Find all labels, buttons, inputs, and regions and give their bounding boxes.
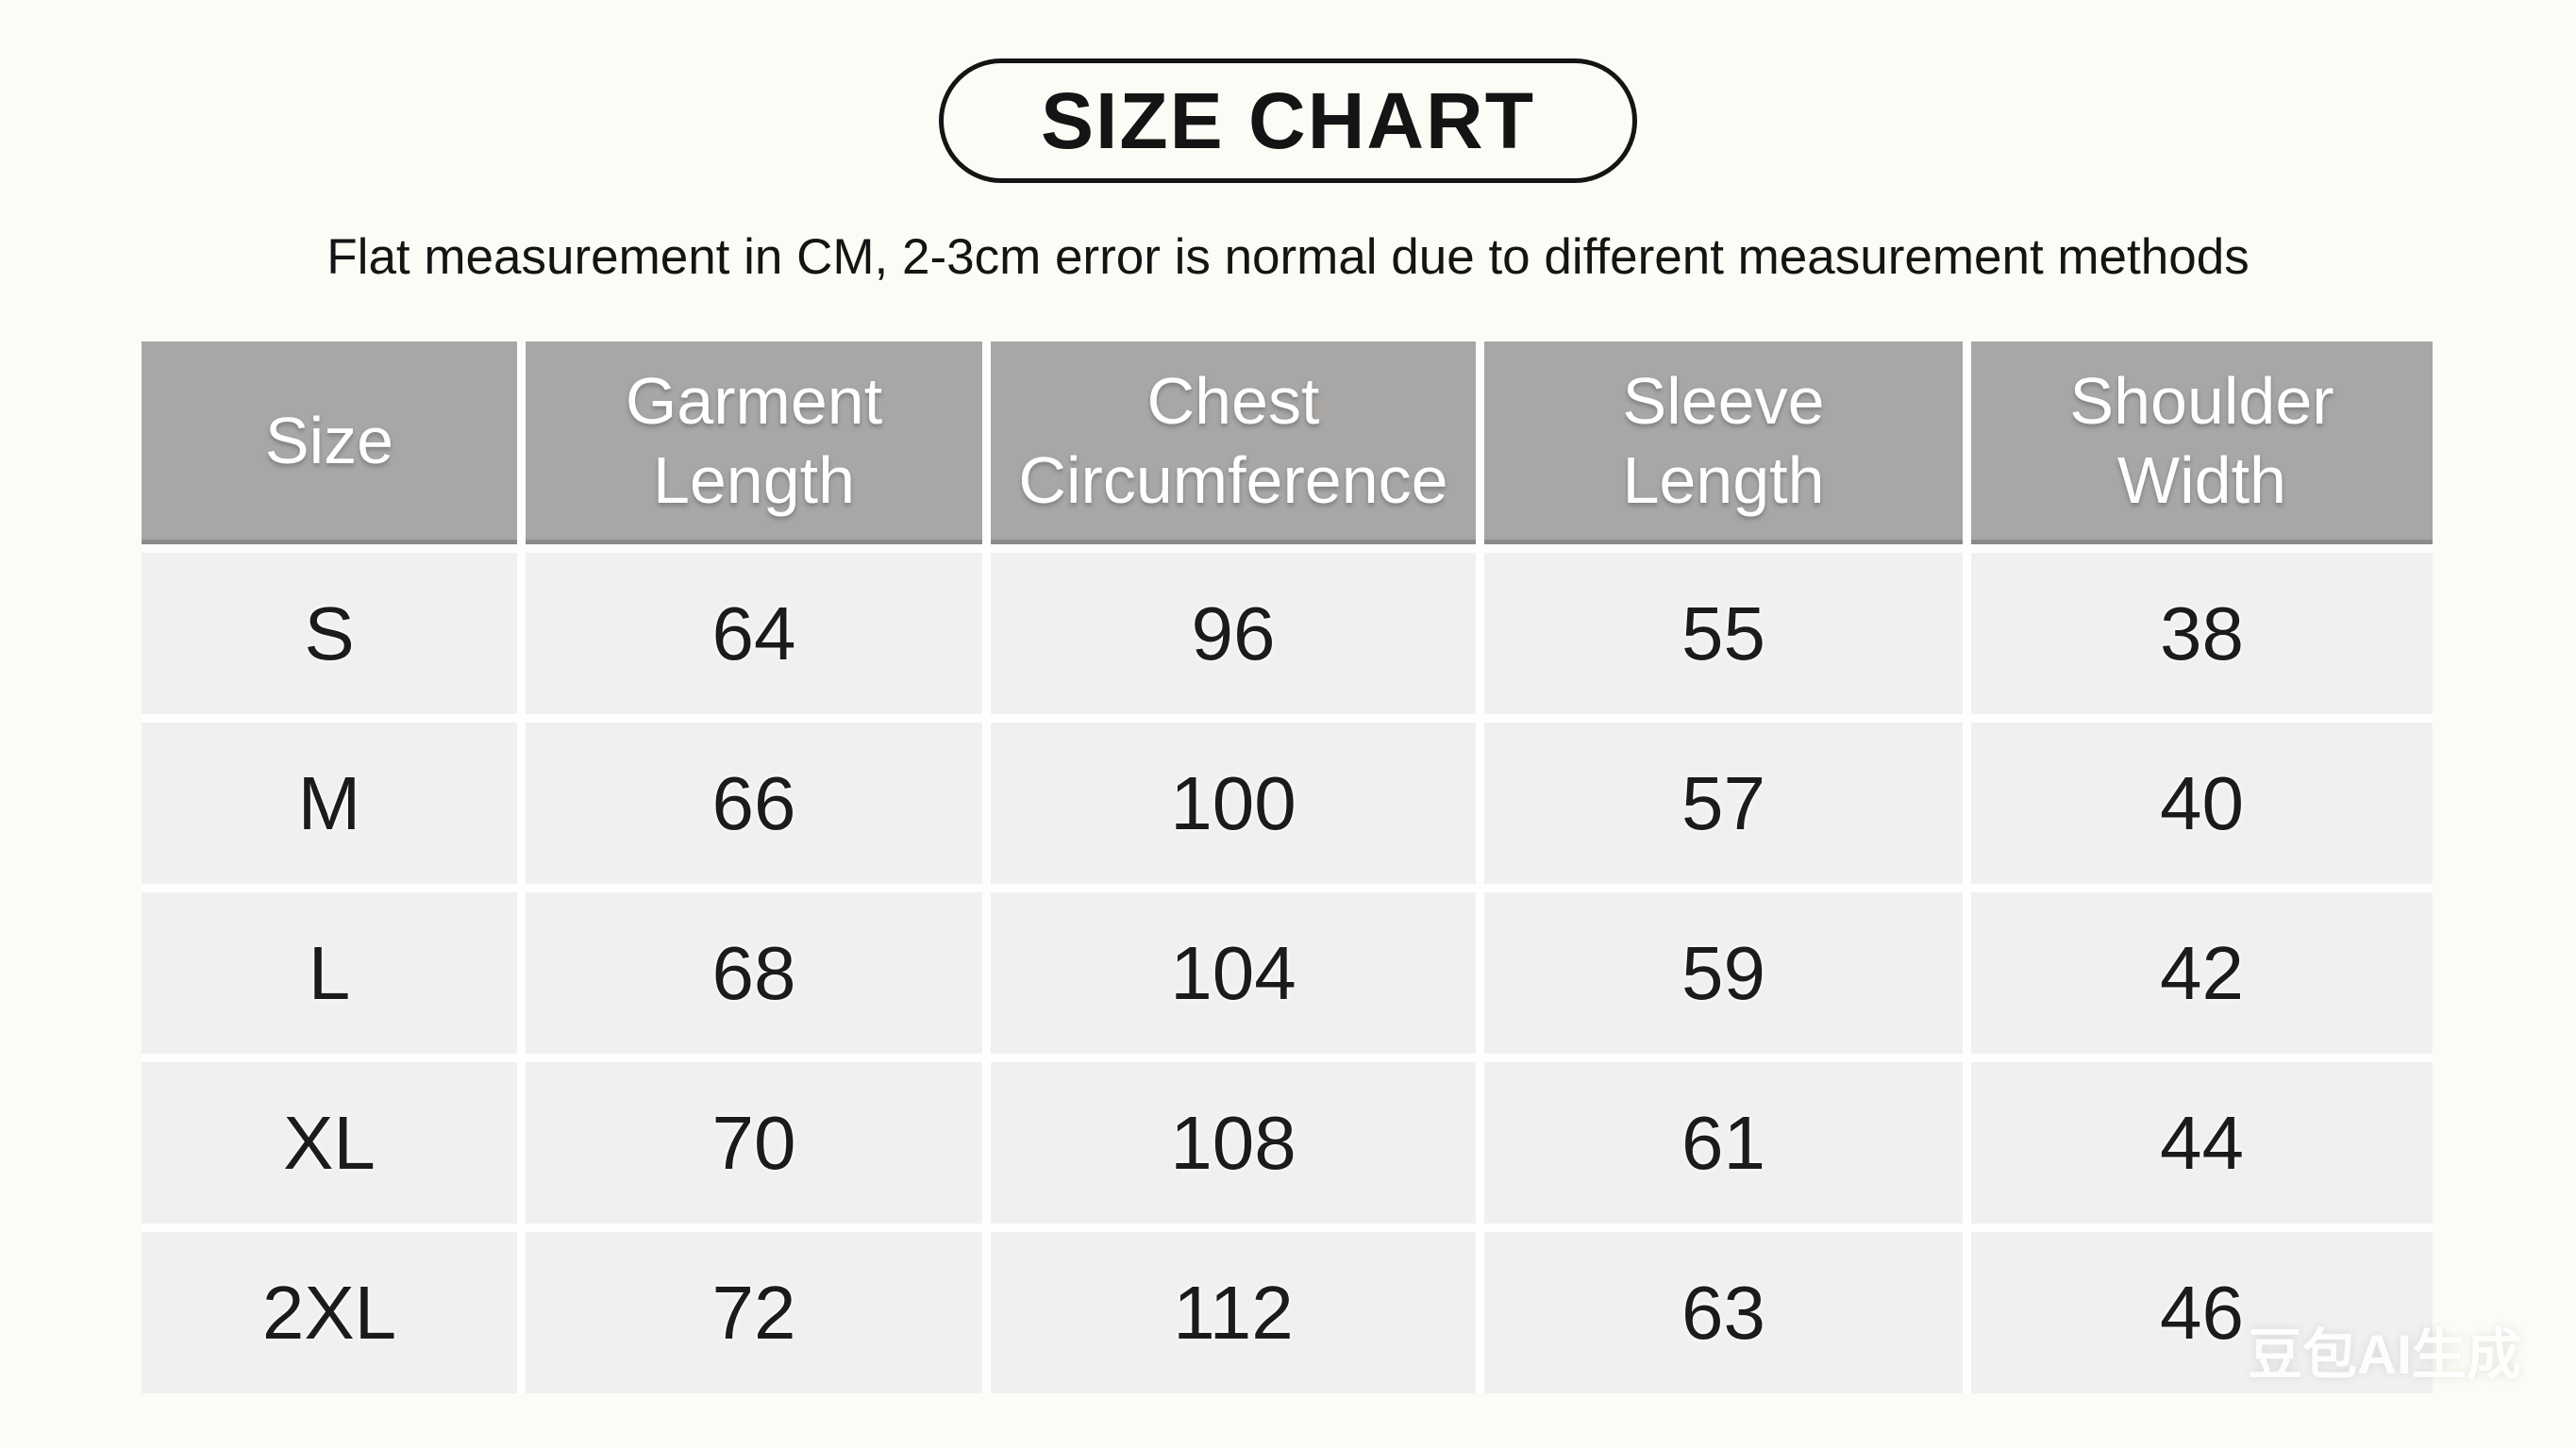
value-cell: 70 bbox=[526, 1062, 982, 1223]
header-cell: Sleeve Length bbox=[1484, 341, 1963, 544]
value-cell: 112 bbox=[991, 1232, 1476, 1393]
value-cell: 72 bbox=[526, 1232, 982, 1393]
page-subtitle: Flat measurement in CM, 2-3cm error is n… bbox=[326, 229, 2250, 285]
value-cell: 100 bbox=[991, 723, 1476, 884]
value-cell: 61 bbox=[1484, 1062, 1963, 1223]
header-cell: Size bbox=[142, 341, 517, 544]
header-cell: Shoulder Width bbox=[1971, 341, 2433, 544]
value-cell: 96 bbox=[991, 553, 1476, 714]
value-cell: 44 bbox=[1971, 1062, 2433, 1223]
value-cell: 57 bbox=[1484, 723, 1963, 884]
size-cell: XL bbox=[142, 1062, 517, 1223]
value-cell: 46 bbox=[1971, 1232, 2433, 1393]
watermark-text: 豆包AI生成 bbox=[2247, 1324, 2521, 1386]
value-cell: 40 bbox=[1971, 723, 2433, 884]
value-cell: 42 bbox=[1971, 892, 2433, 1054]
size-cell: S bbox=[142, 553, 517, 714]
header-cell: Garment Length bbox=[526, 341, 982, 544]
value-cell: 38 bbox=[1971, 553, 2433, 714]
size-cell: M bbox=[142, 723, 517, 884]
value-cell: 104 bbox=[991, 892, 1476, 1054]
value-cell: 66 bbox=[526, 723, 982, 884]
header-cell: Chest Circumference bbox=[991, 341, 1476, 544]
value-cell: 108 bbox=[991, 1062, 1476, 1223]
value-cell: 63 bbox=[1484, 1232, 1963, 1393]
page-title: SIZE CHART bbox=[1041, 75, 1535, 165]
value-cell: 68 bbox=[526, 892, 982, 1054]
size-cell: L bbox=[142, 892, 517, 1054]
value-cell: 59 bbox=[1484, 892, 1963, 1054]
size-cell: 2XL bbox=[142, 1232, 517, 1393]
size-chart-table: Size Garment Length Chest Circumference Sle… bbox=[142, 341, 2433, 1393]
size-chart-title-pill: SIZE CHART bbox=[939, 58, 1637, 183]
value-cell: 55 bbox=[1484, 553, 1963, 714]
value-cell: 64 bbox=[526, 553, 982, 714]
